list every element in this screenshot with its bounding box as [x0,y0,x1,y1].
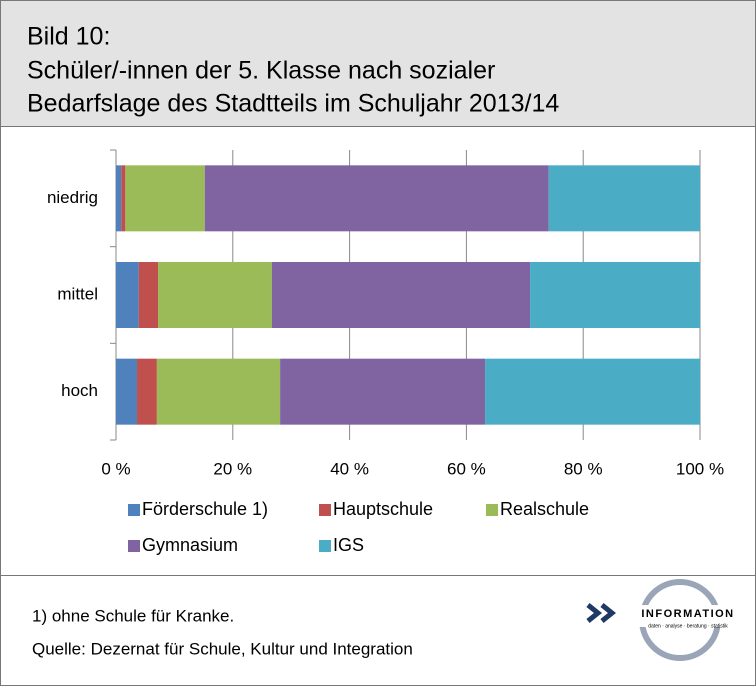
x-tick-label: 20 % [213,459,252,478]
bar-segment [530,262,700,328]
x-tick-label: 40 % [330,459,369,478]
footnote: 1) ohne Schule für Kranke. [32,606,234,625]
legend-label: Realschule [500,499,589,519]
bar-segment [138,262,159,328]
legend-swatch [128,540,140,552]
legend-label: Hauptschule [333,499,433,519]
y-tick-label: hoch [61,381,98,400]
bar-segment [121,165,126,232]
logo-tagline: daten · analyse · beratung · statistik [648,623,728,629]
source: Quelle: Dezernat für Schule, Kultur und … [32,639,413,658]
chart-title: Schüler/-innen der 5. Klasse nach sozial… [27,57,495,85]
x-tick-label: 80 % [564,459,603,478]
bar-segment [116,165,122,232]
logo: INFORMATION daten · analyse · beratung ·… [586,579,754,661]
legend-swatch [319,540,331,552]
bar-segment [158,262,272,328]
bar-segment [137,358,157,425]
bar-segment [485,358,700,425]
bar-segment [116,262,139,328]
bar-segment [204,165,549,232]
legend-label: Gymnasium [142,535,238,555]
header [0,0,756,127]
legend-swatch [486,504,498,516]
legend-swatch [319,504,331,516]
legend-label: Förderschule 1) [142,499,268,519]
y-tick-label: mittel [57,284,98,303]
chart-title: Bild 10: [27,23,110,51]
chart-title: Bedarfslage des Stadtteils im Schuljahr … [27,90,559,118]
logo-name: INFORMATION [641,608,734,620]
bar-segment [548,165,700,232]
bar-segment [125,165,205,232]
bar-segment [116,358,138,425]
legend-swatch [128,504,140,516]
x-tick-label: 60 % [447,459,486,478]
bar-segment [156,358,281,425]
bar-segment [280,358,486,425]
bar-segment [271,262,531,328]
x-tick-label: 0 % [101,459,130,478]
x-tick-label: 100 % [676,459,724,478]
y-tick-label: niedrig [47,188,98,207]
legend-label: IGS [333,535,364,555]
